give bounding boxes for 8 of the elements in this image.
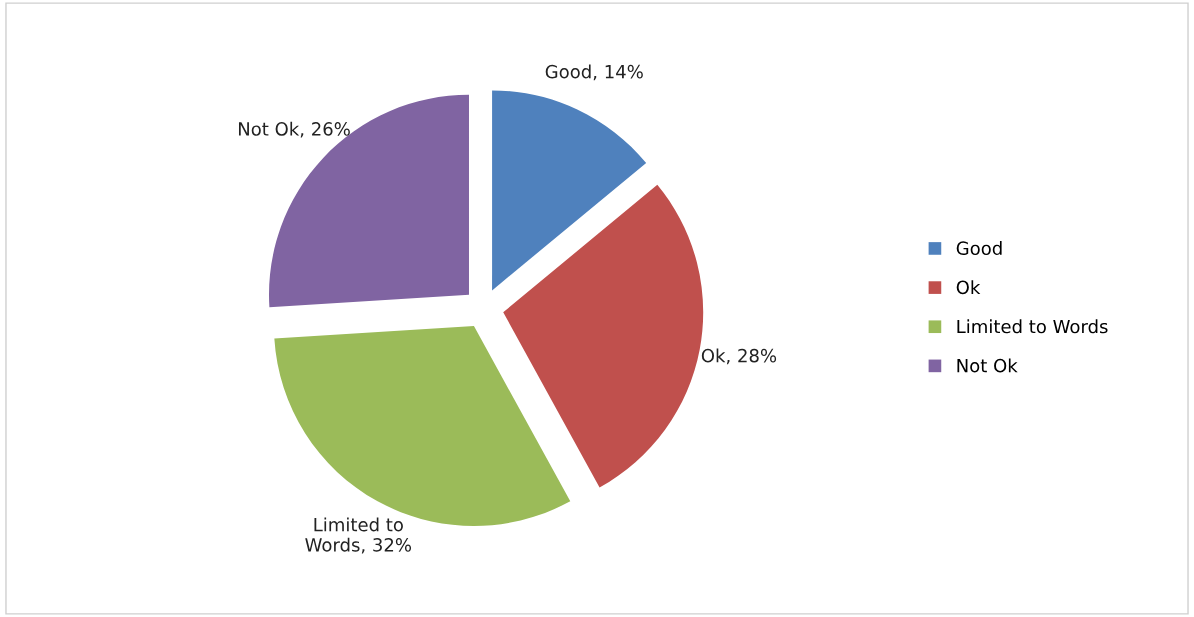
data-label: Ok, 28%	[701, 348, 777, 365]
legend-label: Not Ok	[957, 358, 1018, 373]
legend-label: Good	[956, 241, 1002, 256]
data-label: Good, 14%	[545, 64, 643, 81]
legend-label: Ok	[956, 280, 981, 295]
data-label: Limited to Words, 32%	[305, 517, 412, 554]
legend-label: Limited to Words	[957, 319, 1108, 334]
data-label: Not Ok, 26%	[238, 121, 350, 138]
